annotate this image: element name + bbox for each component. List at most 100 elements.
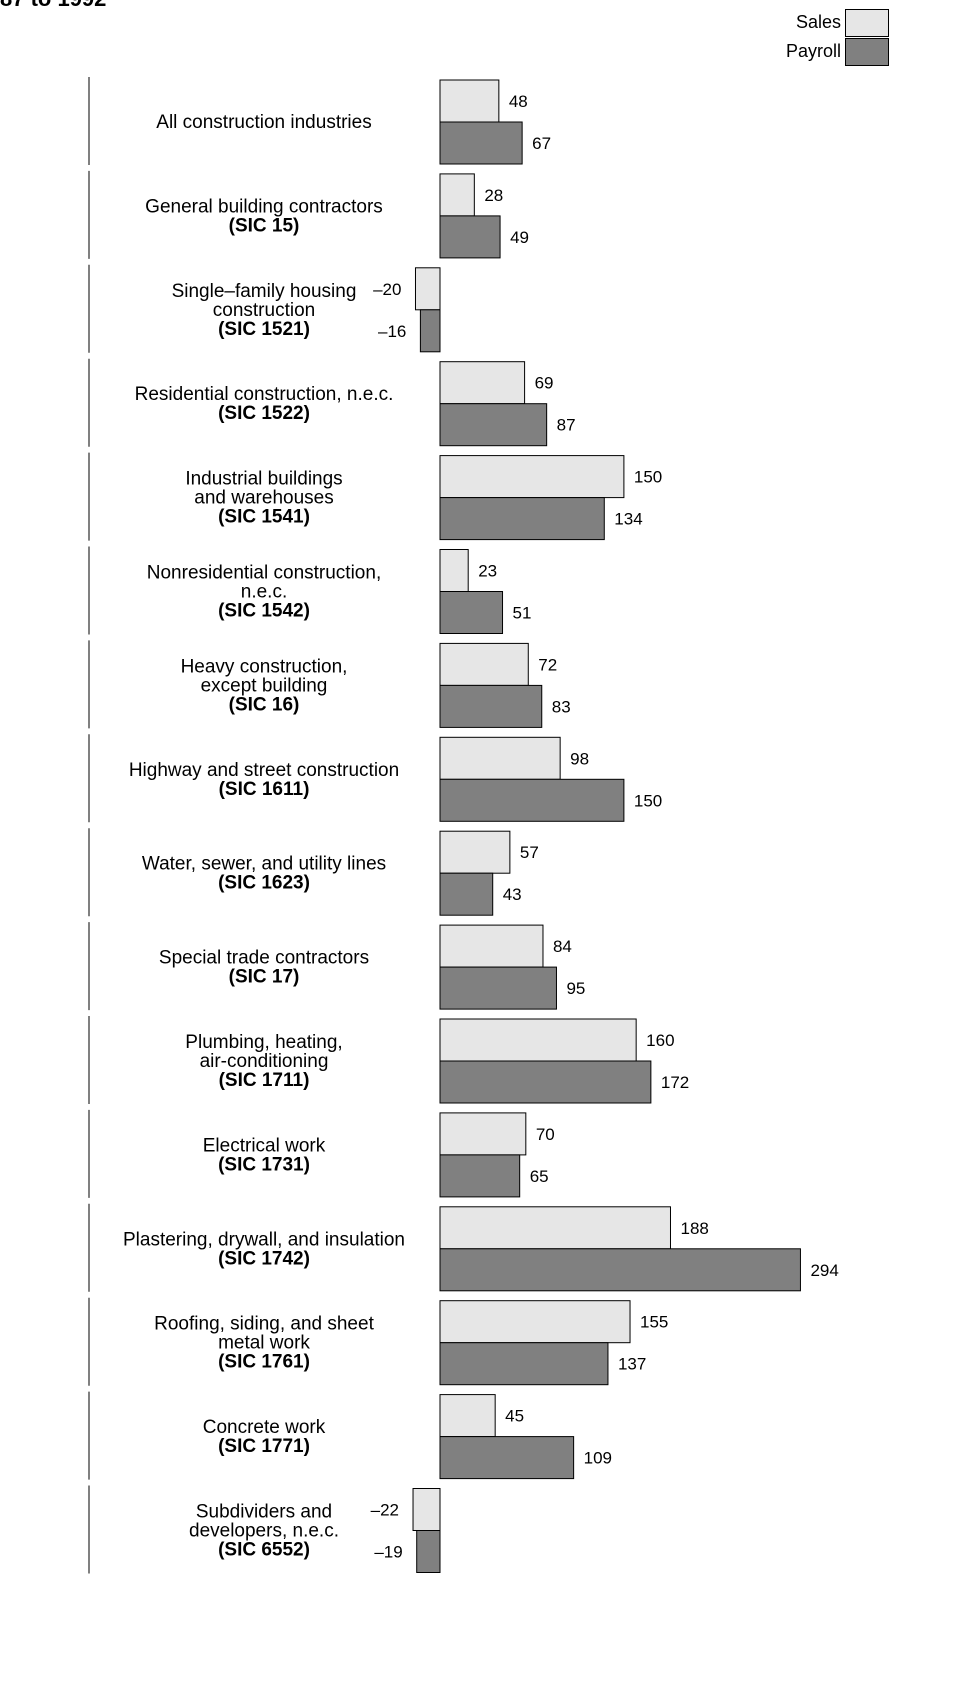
sales-value-label: 155 xyxy=(640,1313,668,1332)
payroll-value-label: 95 xyxy=(566,979,585,998)
sales-value-label: 98 xyxy=(570,749,589,768)
category-label: Single–family housing xyxy=(172,281,357,302)
payroll-value-label: 109 xyxy=(584,1449,612,1468)
payroll-bar xyxy=(439,215,501,259)
category-label: developers, n.e.c. xyxy=(189,1521,339,1542)
category-label: Water, sewer, and utility lines xyxy=(142,854,386,875)
category-label: except building xyxy=(201,675,328,696)
payroll-bar xyxy=(439,497,605,541)
category-label: construction xyxy=(213,300,315,321)
sales-value-label: 57 xyxy=(520,843,539,862)
sales-bar xyxy=(439,1206,671,1250)
sales-bar xyxy=(439,173,475,217)
legend-label-payroll: Payroll xyxy=(785,41,841,61)
sales-value-label: 160 xyxy=(646,1031,674,1050)
payroll-bar xyxy=(439,1248,801,1292)
payroll-value-label: 172 xyxy=(661,1073,689,1092)
legend-item-payroll: Payroll xyxy=(786,37,889,66)
payroll-bar xyxy=(439,1060,652,1104)
sales-bar xyxy=(439,361,526,405)
sales-bar xyxy=(412,1488,441,1531)
sales-value-label: 48 xyxy=(509,92,528,111)
category-code: (SIC 6552) xyxy=(218,1540,310,1561)
category-label: All construction industries xyxy=(156,112,371,133)
payroll-bar xyxy=(416,1530,441,1573)
legend-label-sales: Sales xyxy=(795,12,841,32)
payroll-bar xyxy=(439,1436,575,1480)
category-code: (SIC 1711) xyxy=(219,1070,310,1091)
category-code: (SIC 16) xyxy=(229,694,300,715)
category-code: (SIC 1731) xyxy=(218,1154,310,1175)
payroll-value-label: –16 xyxy=(378,322,406,341)
sales-bar xyxy=(439,736,561,780)
category-label: and warehouses xyxy=(194,488,333,509)
payroll-value-label: 67 xyxy=(532,134,551,153)
sales-value-label: –22 xyxy=(371,1501,399,1520)
sales-value-label: –20 xyxy=(373,280,401,299)
payroll-bar xyxy=(439,1342,609,1386)
payroll-value-label: 137 xyxy=(618,1355,646,1374)
category-label: Electrical work xyxy=(203,1135,326,1156)
sales-value-label: 45 xyxy=(505,1407,524,1426)
category-code: (SIC 15) xyxy=(229,215,300,236)
category-code: (SIC 1522) xyxy=(218,403,310,424)
category-label: Concrete work xyxy=(203,1417,326,1438)
sales-bar xyxy=(439,1300,631,1344)
payroll-value-label: 65 xyxy=(530,1167,549,1186)
sales-bar xyxy=(439,830,511,874)
payroll-bar xyxy=(439,684,543,728)
category-code: (SIC 17) xyxy=(229,967,300,988)
category-code: (SIC 1761) xyxy=(218,1352,310,1373)
sales-bar xyxy=(439,549,469,592)
payroll-value-label: 294 xyxy=(810,1261,838,1280)
payroll-value-label: 83 xyxy=(552,697,571,716)
payroll-value-label: 49 xyxy=(510,228,529,247)
category-label: Industrial buildings xyxy=(185,469,342,490)
sales-value-label: 84 xyxy=(553,937,572,956)
payroll-bar xyxy=(439,872,494,916)
category-label: Highway and street construction xyxy=(129,760,399,781)
sales-value-label: 70 xyxy=(536,1125,555,1144)
payroll-bar xyxy=(439,778,625,822)
category-label: Roofing, siding, and sheet xyxy=(154,1314,374,1335)
category-label: Plastering, drywall, and insulation xyxy=(123,1229,405,1250)
category-label: n.e.c. xyxy=(241,582,287,603)
sales-bar xyxy=(439,455,625,499)
sales-bar xyxy=(439,642,529,686)
payroll-bar xyxy=(419,309,441,353)
payroll-bar xyxy=(439,591,504,634)
payroll-value-label: –19 xyxy=(374,1543,402,1562)
sales-bar xyxy=(414,267,441,311)
sales-value-label: 23 xyxy=(478,562,497,581)
category-label: General building contractors xyxy=(145,196,383,217)
payroll-bar xyxy=(439,1154,521,1198)
category-label: Plumbing, heating, xyxy=(185,1032,342,1053)
category-label: Special trade contractors xyxy=(159,948,369,969)
category-code: (SIC 1542) xyxy=(218,601,310,622)
sales-bar xyxy=(439,1018,637,1062)
category-label: air-conditioning xyxy=(200,1051,329,1072)
sales-value-label: 150 xyxy=(634,468,662,487)
legend: Sales Payroll xyxy=(786,8,889,66)
payroll-value-label: 134 xyxy=(614,510,642,529)
category-code: (SIC 1541) xyxy=(218,507,310,528)
category-code: (SIC 1521) xyxy=(218,319,310,340)
payroll-bar xyxy=(439,966,557,1010)
category-code: (SIC 1771) xyxy=(218,1436,310,1457)
sales-bar xyxy=(439,79,500,123)
legend-item-sales: Sales xyxy=(786,8,889,37)
sales-bar xyxy=(439,924,544,968)
sales-value-label: 28 xyxy=(484,186,503,205)
sales-bar xyxy=(439,1394,496,1438)
category-code: (SIC 1742) xyxy=(218,1248,310,1269)
sales-bar xyxy=(439,1112,527,1156)
category-label: metal work xyxy=(218,1333,310,1354)
chart-title: 87 to 1992 xyxy=(0,0,106,12)
sales-value-label: 72 xyxy=(538,655,557,674)
payroll-value-label: 51 xyxy=(513,604,532,623)
category-label: Subdividers and xyxy=(196,1502,332,1523)
sales-value-label: 188 xyxy=(680,1219,708,1238)
category-label: Nonresidential construction, xyxy=(147,563,381,584)
category-label: Residential construction, n.e.c. xyxy=(135,384,394,405)
